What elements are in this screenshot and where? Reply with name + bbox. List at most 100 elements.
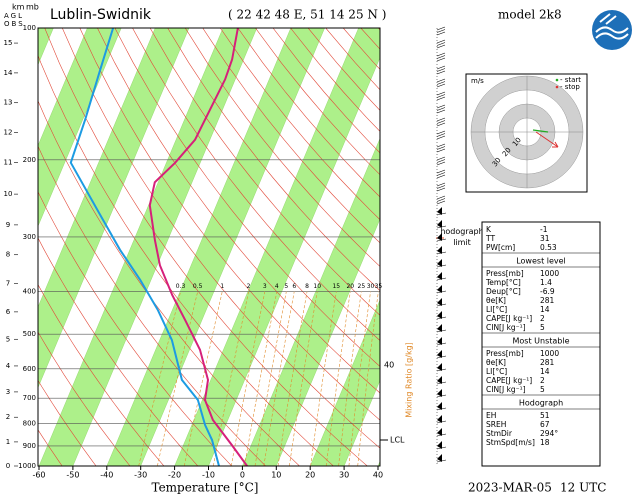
dry-adiabat: [62, 28, 380, 449]
barb: [436, 78, 446, 83]
km-tick-label: 10: [4, 190, 13, 198]
section-title: Lowest level: [516, 257, 566, 266]
barb: [436, 130, 446, 135]
barb: [436, 143, 446, 148]
dry-adiabat: [202, 28, 380, 244]
km-tick-label: 12: [4, 129, 13, 137]
mixing-ratio-line: [244, 291, 278, 466]
index-name: PW[cm]: [486, 243, 515, 252]
barb: [436, 29, 446, 33]
barb: [436, 185, 446, 189]
x-tick-label: -50: [66, 471, 79, 480]
mixing-ratio-line: [254, 291, 287, 466]
isotherm-band: [174, 28, 380, 466]
barb-flag: [437, 350, 442, 358]
barb: [436, 355, 447, 359]
x-tick-label: 0: [240, 471, 245, 480]
km-tick-label: 6: [6, 308, 11, 316]
x-tick-label: -20: [168, 471, 181, 480]
barb-flag: [437, 441, 442, 449]
mixing-ratio-line: [338, 291, 362, 466]
barb-flag: [437, 389, 442, 397]
index-value: 5: [540, 385, 545, 394]
barb: [436, 81, 446, 85]
index-name: Press[mb]: [486, 349, 524, 358]
mixing-ratio-label: 1: [220, 283, 224, 290]
isotherm-band: [38, 28, 190, 389]
barb: [436, 65, 446, 70]
index-value: 51: [540, 411, 550, 420]
km-tick-label: 3: [6, 388, 10, 396]
y-tick-label: 100: [23, 24, 36, 32]
index-name: EH: [486, 411, 496, 420]
x-tick-label: -40: [100, 471, 113, 480]
x-tick-label: -60: [32, 471, 45, 480]
barb-flag: [437, 324, 442, 332]
isotherm-band: [309, 299, 380, 466]
barb: [436, 122, 446, 127]
barb: [436, 290, 447, 294]
mixing-ratio-line: [289, 291, 318, 466]
mixing-ratio-label: 10: [313, 283, 321, 290]
index-name: K: [486, 225, 492, 234]
mixing-ratio-label: 6: [292, 283, 296, 290]
barb: [436, 107, 446, 111]
barb: [436, 277, 447, 281]
y-tick-label: 400: [23, 288, 36, 296]
km-tick-label: 5: [6, 335, 10, 343]
mixing-ratio-line: [157, 291, 198, 466]
index-value: 14: [540, 305, 550, 314]
y-tick-label: 900: [23, 442, 36, 450]
barb: [436, 57, 446, 62]
mixing-ratio-line: [310, 291, 337, 466]
dry-adiabat: [184, 28, 380, 267]
index-value: -1: [540, 225, 548, 234]
barb: [436, 195, 446, 200]
barb: [436, 225, 447, 229]
barb: [436, 187, 446, 192]
isotherm-band: [38, 28, 258, 466]
hodograph-limit: hodograph limit: [440, 227, 484, 247]
barb: [436, 44, 446, 49]
barb: [436, 161, 446, 166]
mixing-ratio-label: 2: [247, 283, 251, 290]
barb: [436, 407, 447, 411]
barb: [436, 251, 447, 255]
index-value: 2: [540, 314, 545, 323]
barb: [436, 52, 446, 57]
barb: [436, 420, 447, 424]
barb: [436, 133, 446, 137]
dry-adiabat: [220, 28, 380, 221]
profile-line: [69, 28, 220, 466]
barb-flag: [437, 207, 442, 215]
station-title: Lublin-Swidnik: [50, 7, 152, 23]
dry-adiabat: [38, 429, 63, 466]
mixing-ratio-line: [277, 291, 308, 466]
x-tick-label: 20: [305, 471, 315, 480]
mixing-ratio-title: Mixing Ratio [g/kg]: [405, 342, 414, 418]
x-tick-label: 40: [373, 471, 383, 480]
barb-flag: [437, 402, 442, 410]
index-name: CIN[J kg⁻¹]: [486, 323, 526, 332]
km-header: km: [12, 3, 25, 12]
mixing-ratio-label: 4: [275, 283, 279, 290]
barb: [436, 120, 446, 124]
barb: [436, 117, 446, 122]
index-name: StmSpd[m/s]: [486, 438, 535, 447]
barb: [436, 198, 446, 202]
barb: [436, 91, 446, 96]
mixing-ratio-line: [231, 291, 266, 466]
index-value: 14: [540, 367, 550, 376]
isotherm-band: [106, 28, 325, 466]
index-value: 0.53: [540, 243, 557, 252]
barb-flag: [437, 415, 442, 423]
index-name: SREH: [486, 420, 506, 429]
ring-label: 30: [491, 156, 503, 168]
mixing-ratio-label: 20: [346, 283, 354, 290]
dry-adiabat: [38, 191, 232, 466]
barb: [436, 83, 446, 88]
index-name: TT: [485, 234, 495, 243]
barb: [436, 316, 447, 320]
